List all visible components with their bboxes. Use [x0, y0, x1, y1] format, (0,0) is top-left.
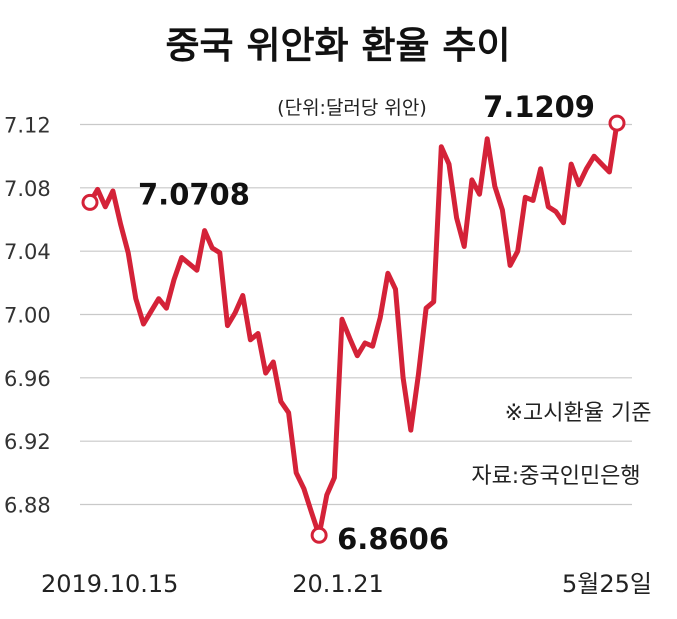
note-source: 자료:중국인민은행: [471, 464, 640, 489]
unit-note: (단위:달러당 위안): [277, 97, 427, 119]
value-annotations: 7.0708 6.8606 7.1209: [138, 90, 595, 556]
chart-title: 중국 위안화 환율 추이: [165, 24, 510, 67]
y-tick-label: 7.00: [4, 304, 51, 328]
y-tick-label: 6.88: [4, 494, 51, 518]
highlight-marker: [81, 193, 99, 211]
highlight-markers: [81, 114, 626, 544]
y-tick-label: 7.12: [4, 114, 51, 138]
note-basis: ※고시환율 기준: [505, 401, 652, 426]
highlight-marker: [310, 526, 328, 544]
x-tick-label-end: 5월25일: [562, 570, 652, 598]
gridlines: [80, 123, 632, 506]
x-tick-label-mid: 20.1.21: [292, 570, 384, 598]
value-label: 7.1209: [483, 90, 595, 124]
x-tick-label-start: 2019.10.15: [41, 570, 178, 598]
y-tick-label: 6.96: [4, 367, 51, 391]
series-line: [87, 120, 620, 538]
y-axis-ticks: 7.12 7.08 7.04 7.00 6.96 6.92 6.88: [4, 114, 51, 518]
y-tick-label: 6.92: [4, 430, 51, 454]
value-label: 7.0708: [138, 177, 250, 211]
y-tick-label: 7.04: [4, 240, 51, 264]
highlight-marker: [608, 114, 626, 132]
value-label: 6.8606: [337, 522, 449, 556]
y-tick-label: 7.08: [4, 177, 51, 201]
